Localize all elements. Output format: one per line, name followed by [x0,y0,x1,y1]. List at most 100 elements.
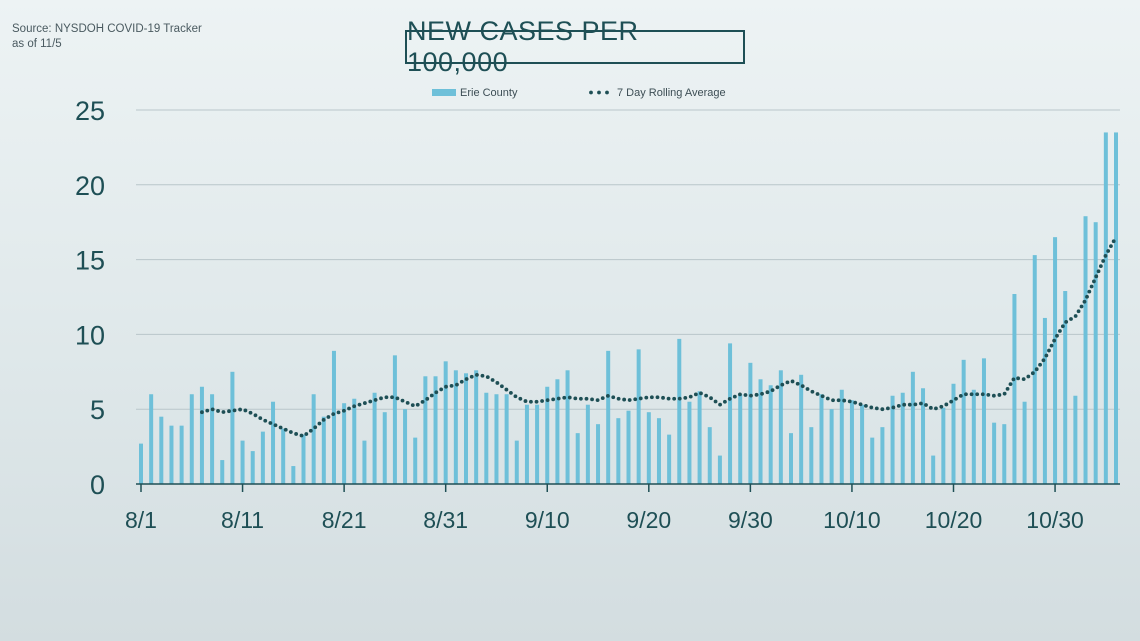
bar [717,455,722,484]
bar [839,389,844,484]
average-dot [321,417,326,422]
y-tick-label: 0 [90,470,105,500]
average-dot [341,408,346,413]
bar [687,401,692,484]
average-dot [425,396,430,401]
average-dot [331,412,336,417]
average-dot [268,421,273,425]
average-dot [210,407,215,412]
bar [1103,132,1108,484]
average-dot [760,391,764,396]
average-dot [874,406,879,411]
average-dot [907,402,912,407]
y-tick-label: 25 [75,96,105,126]
average-dot [352,404,357,409]
bar [1012,294,1017,484]
average-dot [800,384,805,389]
bar [941,407,946,484]
bar [860,404,865,484]
bar [596,424,601,484]
bar [342,403,347,484]
bar [179,425,184,484]
average-dot [405,400,410,405]
average-dot [765,390,770,395]
bar [372,392,377,484]
average-dot [611,395,616,400]
as-of-date: as of 11/5 [12,38,62,50]
bar [606,350,611,484]
average-dot [980,392,985,397]
average-dot [1041,358,1046,363]
average-dot [379,396,383,401]
x-tick-label: 9/10 [525,507,570,533]
average-dot [232,408,237,413]
source-line: Source: NYSDOH COVID-19 Tracker [12,23,202,35]
average-dot [732,394,737,399]
average-dot [896,403,901,408]
average-dot [627,398,632,402]
average-dot [513,394,518,399]
bar [880,427,885,484]
bar [555,379,560,484]
average-dot [308,428,313,433]
average-dot [644,395,649,400]
gridlines [136,109,1120,410]
x-tick-label: 8/21 [322,507,367,533]
bar [220,460,225,484]
average-dot [928,405,933,410]
average-dot [529,399,533,404]
bar [1093,222,1098,484]
bar [626,410,631,484]
bar [403,409,408,484]
average-dot [836,398,841,403]
average-dot [964,392,968,397]
average-dot [410,403,415,408]
average-dot [1085,294,1089,299]
average-dot [258,416,263,421]
average-dot [357,402,362,407]
average-dot [1109,244,1113,249]
bar [951,383,956,484]
bar [971,389,976,484]
average-dot [273,423,278,428]
average-dot [718,402,722,407]
average-dot [294,432,299,436]
average-dot [227,409,231,414]
bar [1053,237,1058,484]
average-dot [1101,259,1106,263]
average-dot [1096,269,1101,274]
average-dot [633,397,638,402]
bar [910,371,915,484]
average-dot [499,384,504,389]
x-tick-label: 10/20 [925,507,983,533]
average-dot [283,427,288,432]
average-dot [825,396,830,401]
bar [585,404,590,484]
average-dot [590,397,594,402]
bar [656,418,661,484]
average-dot [688,394,693,399]
bar [667,434,672,484]
bar [321,416,326,484]
bar [230,371,235,484]
bar [464,373,468,484]
average-dot [975,392,980,397]
y-tick-label: 15 [75,246,105,276]
average-dot [770,388,775,393]
bar [535,404,540,484]
average-dot [649,395,654,400]
average-dot [820,394,825,399]
average-dot [384,395,389,400]
average-dot [699,391,703,396]
bar [992,422,997,484]
average-dot [1069,317,1073,321]
average-dot [622,397,627,402]
average-dot [216,409,220,413]
average-dot [902,402,907,407]
average-dot [958,394,963,398]
average-dot [221,410,226,414]
average-dot [853,400,858,405]
average-dot [556,396,561,401]
average-dot [1103,254,1108,258]
average-dot [666,396,671,401]
